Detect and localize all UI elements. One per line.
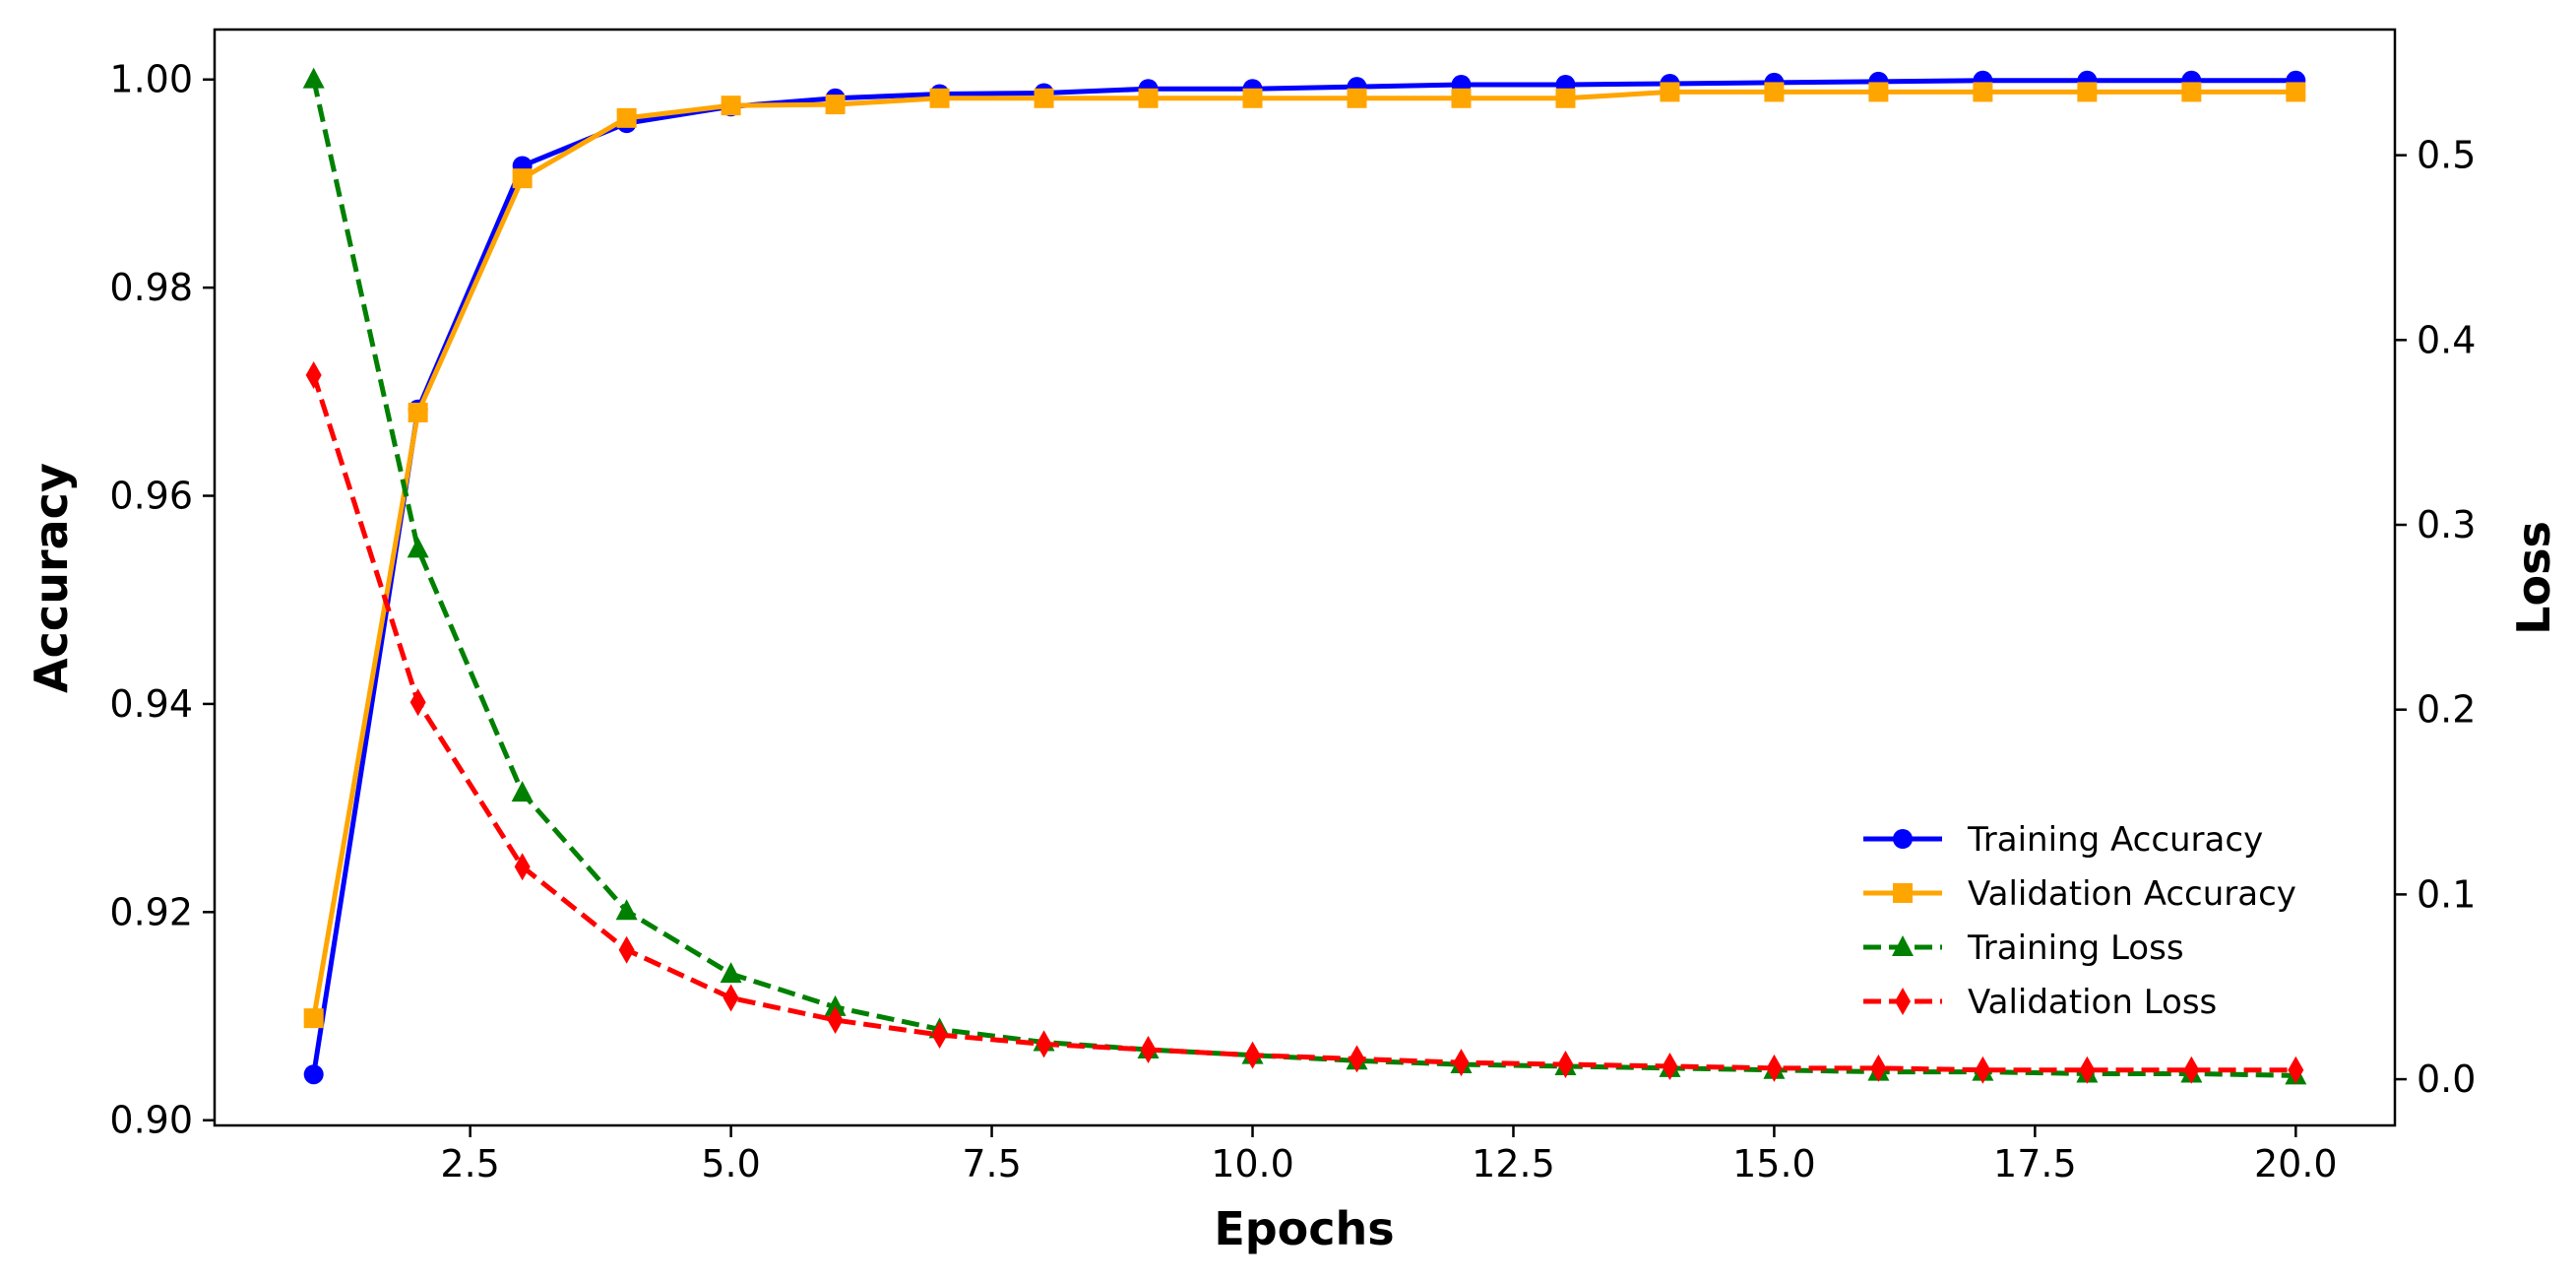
- y-axis-right: 0.0 0.1 0.2 0.3 0.4 0.5: [2395, 134, 2476, 1101]
- validation-accuracy-point: [2181, 82, 2202, 102]
- y-left-tick-label: 0.90: [109, 1099, 193, 1142]
- validation-accuracy-point: [616, 107, 637, 128]
- training-loss-point: [511, 781, 534, 802]
- validation-loss-point: [1036, 1030, 1052, 1058]
- validation-loss-point: [1349, 1045, 1365, 1073]
- y-left-tick-label: 0.98: [109, 266, 193, 309]
- validation-accuracy-point: [1138, 88, 1159, 108]
- validation-loss-point: [1870, 1054, 1887, 1082]
- x-tick-label: 7.5: [962, 1142, 1021, 1185]
- y-axis-left: 0.90 0.92 0.94 0.96 0.98 1.00: [109, 58, 215, 1142]
- training-loss-point: [407, 537, 429, 558]
- x-tick-label: 12.5: [1472, 1142, 1555, 1185]
- validation-loss-point: [827, 1006, 844, 1035]
- validation-accuracy-point: [1764, 82, 1785, 102]
- legend-training-accuracy-label: Training Accuracy: [1967, 820, 2263, 860]
- y-left-tick-label: 0.96: [109, 475, 193, 518]
- legend-training-accuracy-marker: [1893, 829, 1913, 849]
- validation-accuracy-series: [303, 82, 2306, 1029]
- y-right-tick-label: 0.2: [2417, 688, 2476, 732]
- validation-accuracy-point: [2286, 82, 2306, 102]
- x-tick-label: 5.0: [701, 1142, 760, 1185]
- validation-loss-point: [1244, 1041, 1261, 1069]
- x-tick-label: 2.5: [440, 1142, 499, 1185]
- training-accuracy-line: [311, 78, 2296, 1075]
- validation-accuracy-point: [825, 95, 846, 115]
- y-left-tick-label: 0.92: [109, 890, 193, 933]
- training-loss-point: [615, 899, 638, 921]
- legend: Training Accuracy Validation Accuracy Trai…: [1863, 820, 2296, 1022]
- legend-validation-loss-label: Validation Loss: [1968, 983, 2217, 1022]
- validation-loss-point: [305, 360, 322, 389]
- y-right-tick-label: 0.1: [2417, 872, 2476, 916]
- x-axis-title: Epochs: [1214, 1202, 1394, 1255]
- validation-accuracy-point: [1555, 88, 1576, 108]
- validation-accuracy-point: [512, 168, 533, 189]
- y-right-tick-label: 0.0: [2417, 1057, 2476, 1101]
- validation-loss-point: [931, 1021, 948, 1050]
- training-loss-point: [720, 962, 742, 984]
- y-left-tick-label: 1.00: [109, 58, 193, 101]
- series-layer: [302, 67, 2307, 1085]
- y-right-axis-title: Loss: [2507, 521, 2560, 635]
- legend-validation-accuracy-marker: [1893, 883, 1913, 903]
- validation-loss-point: [2183, 1056, 2200, 1084]
- training-accuracy-point: [303, 1064, 324, 1085]
- legend-training-loss-marker: [1892, 935, 1914, 956]
- validation-loss-point: [1557, 1051, 1574, 1079]
- validation-accuracy-point: [1660, 82, 1680, 102]
- validation-accuracy-point: [1868, 82, 1889, 102]
- legend-validation-loss-marker: [1895, 988, 1911, 1015]
- validation-accuracy-line: [311, 89, 2296, 1019]
- validation-loss-point: [2288, 1056, 2304, 1084]
- x-tick-label: 10.0: [1211, 1142, 1294, 1185]
- validation-accuracy-point: [1451, 88, 1472, 108]
- validation-accuracy-point: [929, 88, 950, 108]
- validation-accuracy-point: [1242, 88, 1263, 108]
- validation-accuracy-point: [408, 402, 428, 422]
- y-right-tick-label: 0.3: [2417, 503, 2476, 546]
- validation-loss-series: [305, 360, 2304, 1084]
- validation-loss-point: [514, 853, 531, 881]
- x-tick-label: 15.0: [1732, 1142, 1816, 1185]
- validation-loss-point: [1140, 1036, 1157, 1064]
- x-tick-label: 20.0: [2254, 1142, 2338, 1185]
- validation-loss-point: [1453, 1049, 1470, 1077]
- x-axis: 2.5 5.0 7.5 10.0 12.5 15.0 17.5 20.0: [440, 1125, 2338, 1185]
- validation-loss-point: [723, 984, 739, 1012]
- validation-loss-point: [409, 688, 426, 717]
- training-loss-point: [824, 994, 847, 1016]
- plot-frame: [213, 28, 2397, 1127]
- validation-accuracy-point: [1034, 88, 1054, 108]
- legend-validation-accuracy-label: Validation Accuracy: [1968, 874, 2296, 914]
- y-left-tick-label: 0.94: [109, 682, 193, 726]
- validation-loss-point: [1975, 1056, 1991, 1084]
- training-loss-line: [311, 79, 2296, 1078]
- validation-accuracy-point: [1973, 82, 1993, 102]
- validation-loss-point: [1662, 1052, 1678, 1080]
- validation-accuracy-point: [2077, 82, 2098, 102]
- validation-loss-point: [2079, 1056, 2096, 1084]
- training-loss-point: [302, 67, 325, 89]
- validation-loss-point: [618, 935, 635, 964]
- validation-loss-point: [1766, 1054, 1783, 1082]
- y-left-axis-title: Accuracy: [25, 463, 78, 693]
- x-tick-label: 17.5: [1993, 1142, 2077, 1185]
- validation-accuracy-point: [721, 96, 741, 116]
- validation-accuracy-point: [303, 1008, 324, 1029]
- validation-loss-line: [311, 374, 2296, 1073]
- validation-accuracy-point: [1347, 88, 1367, 108]
- y-right-tick-label: 0.5: [2417, 134, 2476, 177]
- legend-training-loss-label: Training Loss: [1967, 929, 2184, 968]
- y-right-tick-label: 0.4: [2417, 318, 2476, 361]
